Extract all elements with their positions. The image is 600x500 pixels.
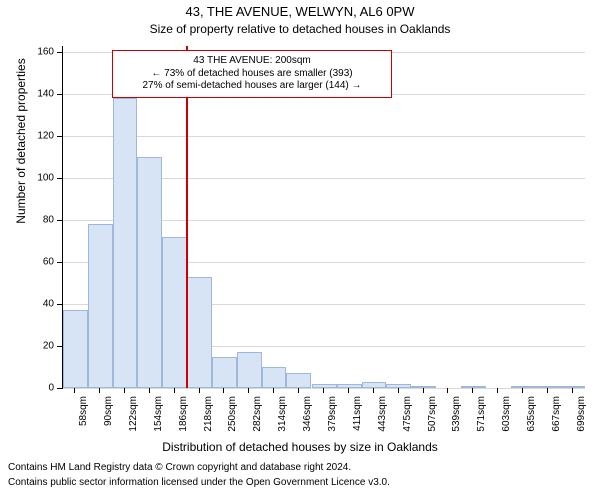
histogram-bar <box>262 367 287 388</box>
xtick-label: 571sqm <box>476 396 487 446</box>
xtick-label: 379sqm <box>327 396 338 446</box>
y-axis-label: Number of detached properties <box>14 0 28 312</box>
chart-title-sub: Size of property relative to detached ho… <box>0 22 600 36</box>
histogram-bar <box>337 384 362 388</box>
annotation-line-1: 43 THE AVENUE: 200sqm <box>121 55 383 68</box>
histogram-bar <box>535 386 560 388</box>
xtick-mark <box>124 388 125 393</box>
xtick-mark <box>497 388 498 393</box>
footer-copyright-2: Contains public sector information licen… <box>8 477 390 488</box>
histogram-bar <box>113 98 138 388</box>
xtick-label: 411sqm <box>352 396 363 446</box>
histogram-bar <box>312 384 337 388</box>
xtick-mark <box>199 388 200 393</box>
histogram-bar <box>88 224 113 388</box>
xtick-label: 539sqm <box>451 396 462 446</box>
histogram-bar <box>212 357 237 388</box>
ytick-label: 60 <box>28 257 54 268</box>
xtick-mark <box>323 388 324 393</box>
xtick-mark <box>547 388 548 393</box>
xtick-label: 90sqm <box>103 396 114 446</box>
histogram-bar <box>411 386 436 388</box>
xtick-mark <box>522 388 523 393</box>
gridline <box>63 136 585 137</box>
xtick-mark <box>348 388 349 393</box>
histogram-bar <box>286 373 311 388</box>
ytick-label: 160 <box>28 47 54 58</box>
xtick-label: 603sqm <box>501 396 512 446</box>
histogram-bar <box>187 277 212 388</box>
xtick-mark <box>248 388 249 393</box>
xtick-label: 314sqm <box>277 396 288 446</box>
ytick-mark <box>57 262 62 263</box>
xtick-mark <box>398 388 399 393</box>
xtick-label: 218sqm <box>203 396 214 446</box>
xtick-label: 635sqm <box>526 396 537 446</box>
xtick-mark <box>74 388 75 393</box>
histogram-bar <box>511 386 536 388</box>
histogram-bar <box>386 384 411 388</box>
xtick-label: 475sqm <box>402 396 413 446</box>
ytick-label: 0 <box>28 383 54 394</box>
histogram-bar <box>162 237 187 388</box>
xtick-label: 346sqm <box>302 396 313 446</box>
xtick-label: 250sqm <box>227 396 238 446</box>
ytick-label: 100 <box>28 173 54 184</box>
xtick-label: 282sqm <box>252 396 263 446</box>
xtick-mark <box>273 388 274 393</box>
xtick-mark <box>223 388 224 393</box>
footer-copyright-1: Contains HM Land Registry data © Crown c… <box>8 462 351 473</box>
xtick-mark <box>423 388 424 393</box>
annotation-box: 43 THE AVENUE: 200sqm ← 73% of detached … <box>112 50 392 98</box>
xtick-mark <box>149 388 150 393</box>
histogram-bar <box>461 386 486 388</box>
ytick-mark <box>57 136 62 137</box>
ytick-label: 40 <box>28 299 54 310</box>
xtick-mark <box>472 388 473 393</box>
xtick-label: 699sqm <box>576 396 587 446</box>
histogram-bar <box>63 310 88 388</box>
xtick-mark <box>373 388 374 393</box>
ytick-label: 20 <box>28 341 54 352</box>
ytick-mark <box>57 220 62 221</box>
xtick-mark <box>99 388 100 393</box>
xtick-label: 186sqm <box>178 396 189 446</box>
histogram-bar <box>137 157 162 388</box>
ytick-mark <box>57 52 62 53</box>
ytick-label: 140 <box>28 89 54 100</box>
xtick-label: 122sqm <box>128 396 139 446</box>
ytick-mark <box>57 388 62 389</box>
ytick-label: 120 <box>28 131 54 142</box>
xtick-label: 58sqm <box>78 396 89 446</box>
xtick-mark <box>572 388 573 393</box>
xtick-label: 154sqm <box>153 396 164 446</box>
histogram-bar <box>560 386 585 388</box>
xtick-label: 443sqm <box>377 396 388 446</box>
ytick-label: 80 <box>28 215 54 226</box>
xtick-mark <box>447 388 448 393</box>
annotation-line-2: ← 73% of detached houses are smaller (39… <box>121 68 383 81</box>
ytick-mark <box>57 178 62 179</box>
ytick-mark <box>57 304 62 305</box>
annotation-line-3: 27% of semi-detached houses are larger (… <box>121 80 383 93</box>
xtick-mark <box>298 388 299 393</box>
chart-title-main: 43, THE AVENUE, WELWYN, AL6 0PW <box>0 4 600 19</box>
histogram-bar <box>362 382 387 388</box>
xtick-label: 507sqm <box>427 396 438 446</box>
xtick-label: 667sqm <box>551 396 562 446</box>
ytick-mark <box>57 346 62 347</box>
xtick-mark <box>174 388 175 393</box>
histogram-bar <box>237 352 262 388</box>
ytick-mark <box>57 94 62 95</box>
